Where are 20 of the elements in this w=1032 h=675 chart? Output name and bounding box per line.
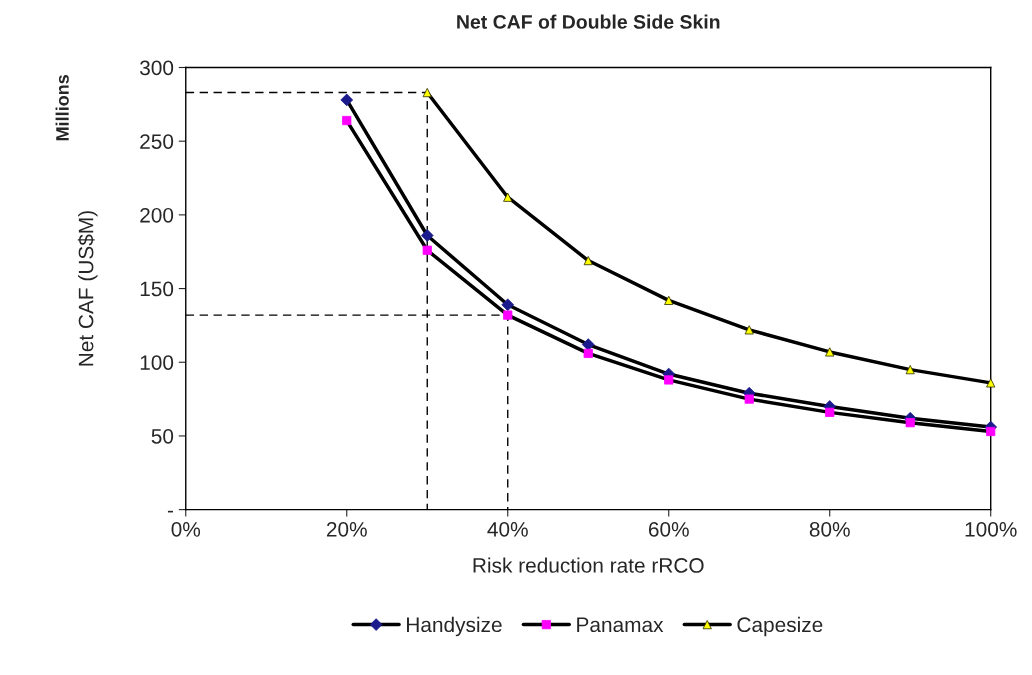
y-axis-title: Net CAF (US$M) <box>77 211 98 366</box>
y-tick-label: 200 <box>140 207 174 223</box>
y-tick-label: 300 <box>139 60 174 76</box>
x-tick-label: 0% <box>171 521 201 537</box>
x-tick-label: 20% <box>326 521 367 537</box>
text: Millions <box>55 74 69 141</box>
x-tick-label: 100% <box>965 521 1017 537</box>
x-tick-label: 40% <box>487 521 528 537</box>
x-axis-title: Risk reduction rate rRCO <box>473 557 704 573</box>
y-tick-label: 150 <box>140 281 174 297</box>
y-tick-label: 100 <box>140 355 174 370</box>
y-tick-label: 250 <box>140 134 174 149</box>
y-tick-label: 50 <box>151 428 174 444</box>
x-tick-label: 60% <box>648 521 689 537</box>
legend-label: Panamax <box>577 617 664 633</box>
y-tick-label: - <box>167 510 174 513</box>
chart-title: Net CAF of Double Side Skin <box>457 14 720 29</box>
legend-label: Handysize <box>407 616 502 637</box>
legend-label: Capesize <box>737 616 823 637</box>
x-tick-label: 80% <box>809 521 850 537</box>
